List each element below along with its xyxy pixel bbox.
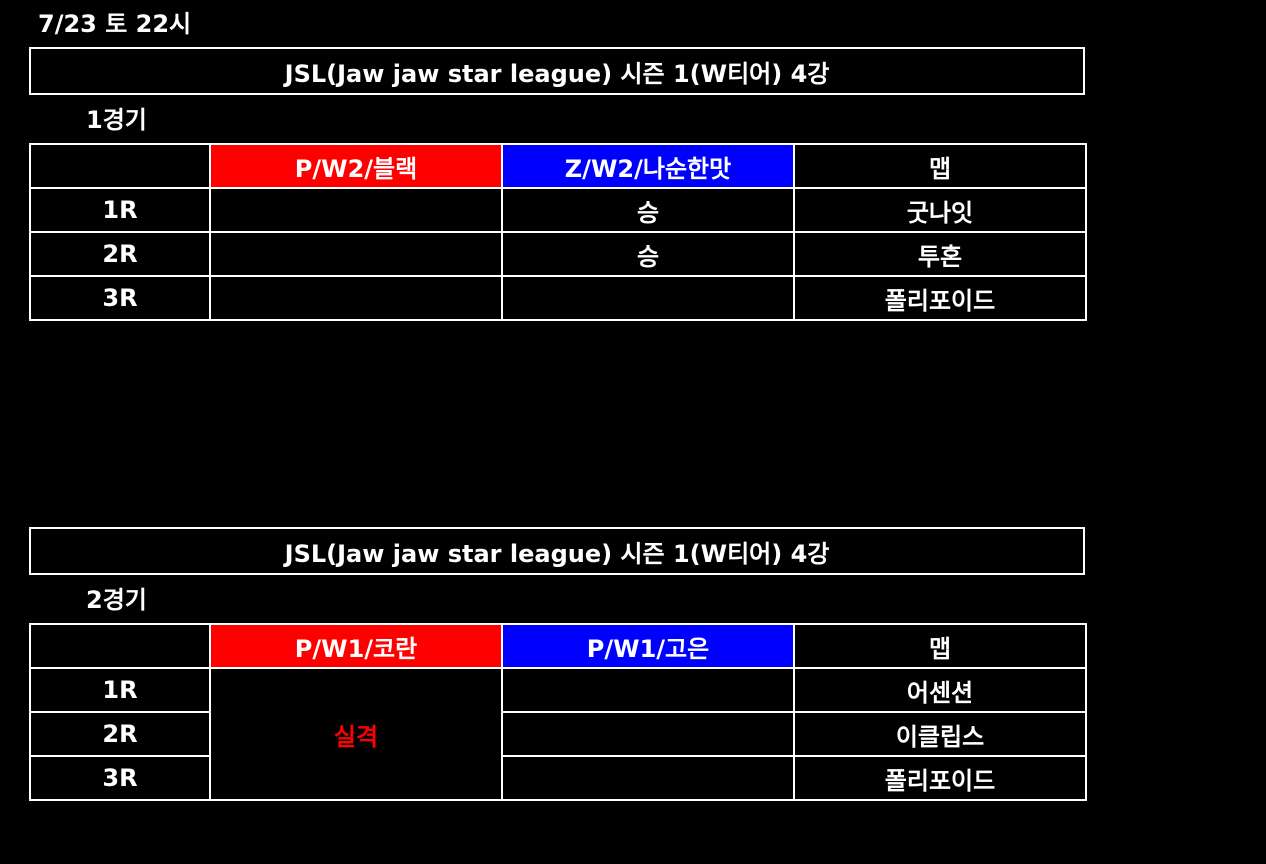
table-row: 1R 실격 어센션	[29, 667, 1087, 801]
player2-result	[501, 667, 795, 713]
table-row: 3R 폴리포이드	[29, 755, 1087, 801]
header-empty-cell	[29, 623, 211, 669]
map-header: 맵	[793, 143, 1087, 189]
player2-result: 승	[501, 187, 795, 233]
round-label: 1R	[29, 187, 211, 233]
table-row: 2R 이클립스	[29, 711, 1087, 757]
header-empty-cell	[29, 143, 211, 189]
table-row: 3R 폴리포이드	[29, 275, 1087, 321]
map-name: 폴리포이드	[793, 755, 1087, 801]
map-header: 맵	[793, 623, 1087, 669]
player1-result	[209, 231, 503, 277]
map-name: 굿나잇	[793, 187, 1087, 233]
table-row: 2R 승 투혼	[29, 231, 1087, 277]
map-name: 이클립스	[793, 711, 1087, 757]
map-name: 투혼	[793, 231, 1087, 277]
match-2-title: JSL(Jaw jaw star league) 시즌 1(W티어) 4강	[29, 527, 1085, 575]
table-header-row: P/W1/코란 P/W1/고은 맵	[29, 623, 1087, 669]
round-label: 1R	[29, 667, 211, 713]
player2-result	[501, 711, 795, 757]
match-1-label: 1경기	[86, 106, 147, 134]
player1-header: P/W1/코란	[209, 623, 503, 669]
map-name: 폴리포이드	[793, 275, 1087, 321]
match-1-title: JSL(Jaw jaw star league) 시즌 1(W티어) 4강	[29, 47, 1085, 95]
date-label: 7/23 토 22시	[38, 10, 192, 38]
match-2-table: P/W1/코란 P/W1/고은 맵 1R 실격 어센션 2R 이클립스 3R 폴…	[29, 623, 1087, 801]
player2-result	[501, 755, 795, 801]
player2-header: P/W1/고은	[501, 623, 795, 669]
round-label: 3R	[29, 275, 211, 321]
map-name: 어센션	[793, 667, 1087, 713]
match-1-table: P/W2/블랙 Z/W2/나순한맛 맵 1R 승 굿나잇 2R 승 투혼 3R …	[29, 143, 1087, 321]
player2-header: Z/W2/나순한맛	[501, 143, 795, 189]
player1-result	[209, 275, 503, 321]
match-2-label: 2경기	[86, 586, 147, 614]
round-label: 3R	[29, 755, 211, 801]
table-row: 1R 승 굿나잇	[29, 187, 1087, 233]
player2-result: 승	[501, 231, 795, 277]
player2-result	[501, 275, 795, 321]
player1-header: P/W2/블랙	[209, 143, 503, 189]
round-label: 2R	[29, 231, 211, 277]
round-label: 2R	[29, 711, 211, 757]
disqualified-cell: 실격	[209, 667, 503, 801]
table-header-row: P/W2/블랙 Z/W2/나순한맛 맵	[29, 143, 1087, 189]
player1-result	[209, 187, 503, 233]
